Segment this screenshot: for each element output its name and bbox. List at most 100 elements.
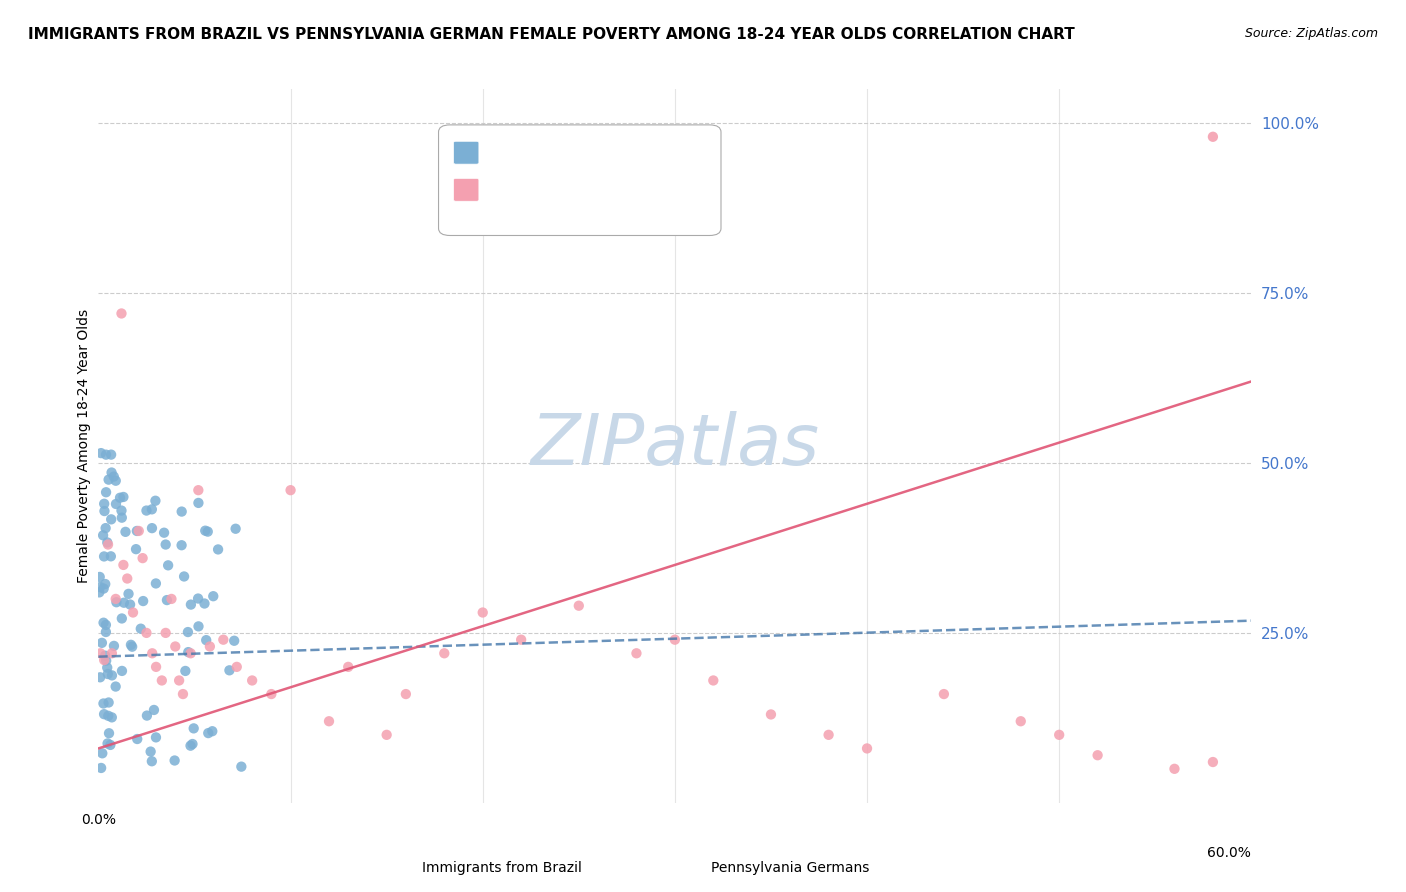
Point	[125, 524, 148, 538]
Point	[856, 741, 879, 756]
Point	[122, 606, 145, 620]
Point	[145, 493, 167, 508]
Point	[318, 714, 340, 729]
Point	[145, 660, 167, 674]
Point	[141, 754, 163, 768]
Point	[111, 611, 134, 625]
Point	[120, 598, 142, 612]
Point	[170, 538, 193, 552]
Point	[145, 576, 167, 591]
Point	[1047, 728, 1070, 742]
Point	[165, 640, 187, 654]
Point	[172, 687, 194, 701]
Point	[817, 728, 839, 742]
Point	[131, 551, 153, 566]
Point	[163, 754, 186, 768]
Text: Pennsylvania Germans: Pennsylvania Germans	[711, 862, 869, 875]
Point	[156, 593, 179, 607]
Point	[100, 466, 122, 480]
Point	[173, 569, 195, 583]
Text: N =: N =	[586, 181, 617, 195]
Point	[225, 522, 247, 536]
Point	[240, 673, 263, 688]
Point	[135, 626, 157, 640]
Point	[103, 469, 125, 483]
Y-axis label: Female Poverty Among 18-24 Year Olds: Female Poverty Among 18-24 Year Olds	[77, 309, 91, 583]
Text: R =: R =	[485, 145, 515, 158]
Point	[153, 525, 176, 540]
Point	[141, 646, 163, 660]
Point	[626, 646, 648, 660]
Point	[110, 306, 132, 320]
Point	[91, 747, 114, 761]
Point	[89, 585, 111, 599]
Point	[94, 485, 117, 500]
FancyBboxPatch shape	[633, 833, 669, 857]
Point	[94, 521, 117, 535]
Text: IMMIGRANTS FROM BRAZIL VS PENNSYLVANIA GERMAN FEMALE POVERTY AMONG 18-24 YEAR OL: IMMIGRANTS FROM BRAZIL VS PENNSYLVANIA G…	[28, 27, 1074, 42]
Point	[280, 483, 302, 498]
Point	[160, 591, 183, 606]
Point	[94, 448, 117, 462]
FancyBboxPatch shape	[344, 833, 381, 857]
Point	[110, 503, 132, 517]
Text: 102: 102	[623, 145, 652, 158]
Point	[664, 632, 686, 647]
Point	[337, 660, 360, 674]
Point	[177, 625, 200, 640]
Point	[471, 606, 494, 620]
Point	[112, 490, 135, 504]
Point	[167, 673, 190, 688]
Point	[180, 739, 202, 753]
Text: Source: ZipAtlas.com: Source: ZipAtlas.com	[1244, 27, 1378, 40]
Point	[1202, 755, 1225, 769]
Point	[93, 549, 115, 564]
Point	[104, 680, 127, 694]
Point	[121, 640, 143, 654]
Point	[1087, 748, 1109, 763]
Point	[105, 595, 128, 609]
Point	[155, 537, 177, 551]
Point	[125, 542, 148, 557]
Point	[89, 570, 111, 584]
Point	[135, 708, 157, 723]
Point	[97, 473, 120, 487]
Point	[187, 483, 209, 498]
Point	[187, 496, 209, 510]
Point	[197, 726, 219, 740]
Point	[104, 591, 127, 606]
Point	[1202, 129, 1225, 144]
Point	[759, 707, 782, 722]
Point	[104, 474, 127, 488]
Point	[112, 558, 135, 572]
Point	[218, 663, 240, 677]
Text: N =: N =	[586, 145, 617, 158]
Point	[101, 710, 124, 724]
Point	[141, 502, 163, 516]
Point	[98, 726, 121, 740]
Point	[97, 667, 120, 681]
Point	[100, 549, 122, 564]
Point	[128, 524, 150, 538]
Point	[98, 738, 121, 752]
Text: R =: R =	[485, 181, 515, 195]
Text: 48: 48	[623, 181, 647, 195]
Point	[90, 446, 112, 460]
FancyBboxPatch shape	[439, 125, 721, 235]
Point	[193, 597, 215, 611]
Point	[395, 687, 418, 701]
Point	[260, 687, 283, 701]
Point	[96, 660, 118, 674]
Point	[195, 633, 218, 648]
Point	[375, 728, 398, 742]
Point	[97, 696, 120, 710]
Point	[433, 646, 456, 660]
Point	[91, 528, 114, 542]
Point	[197, 524, 219, 539]
Point	[181, 737, 204, 751]
Point	[145, 731, 167, 745]
Point	[180, 646, 202, 660]
Point	[129, 622, 152, 636]
Point	[96, 535, 118, 549]
Point	[93, 582, 115, 596]
